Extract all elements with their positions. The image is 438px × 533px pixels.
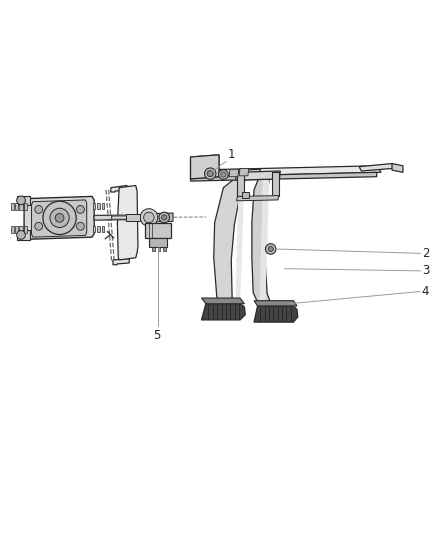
Polygon shape [191, 155, 219, 179]
Polygon shape [155, 213, 173, 222]
Circle shape [205, 168, 216, 179]
Circle shape [162, 215, 167, 220]
Polygon shape [214, 179, 245, 310]
Polygon shape [235, 180, 244, 308]
Circle shape [140, 209, 158, 226]
Polygon shape [201, 304, 245, 320]
Circle shape [17, 196, 25, 205]
Polygon shape [19, 226, 23, 233]
Polygon shape [97, 203, 100, 209]
Polygon shape [259, 180, 269, 312]
Polygon shape [102, 203, 104, 209]
Polygon shape [126, 214, 140, 221]
Polygon shape [24, 203, 27, 209]
Polygon shape [237, 169, 261, 177]
Polygon shape [94, 215, 112, 220]
Polygon shape [254, 301, 297, 306]
Polygon shape [93, 203, 95, 209]
Circle shape [43, 201, 76, 235]
Polygon shape [242, 192, 249, 198]
Polygon shape [149, 238, 167, 247]
Polygon shape [191, 166, 381, 177]
Polygon shape [24, 226, 27, 233]
Polygon shape [237, 196, 279, 201]
Polygon shape [97, 226, 100, 232]
Polygon shape [11, 203, 14, 209]
Polygon shape [93, 226, 95, 232]
Text: 5: 5 [153, 329, 160, 342]
Polygon shape [239, 168, 249, 176]
Circle shape [77, 222, 85, 230]
Polygon shape [94, 215, 160, 220]
Text: 2: 2 [422, 247, 429, 260]
Polygon shape [117, 185, 138, 260]
Polygon shape [17, 230, 30, 240]
Polygon shape [229, 169, 239, 177]
Polygon shape [392, 164, 403, 172]
Polygon shape [24, 197, 94, 239]
Polygon shape [158, 247, 160, 251]
Circle shape [207, 171, 213, 177]
Circle shape [17, 231, 25, 239]
Polygon shape [145, 223, 171, 238]
Polygon shape [11, 226, 14, 233]
Text: 3: 3 [422, 264, 429, 277]
Polygon shape [152, 247, 155, 251]
Polygon shape [237, 172, 244, 197]
Polygon shape [102, 226, 104, 232]
Circle shape [219, 169, 228, 179]
Polygon shape [163, 247, 166, 251]
Polygon shape [15, 226, 18, 233]
Circle shape [144, 212, 154, 223]
Polygon shape [15, 203, 18, 209]
Polygon shape [191, 155, 219, 179]
Polygon shape [254, 306, 298, 322]
Polygon shape [252, 179, 285, 313]
Polygon shape [19, 203, 23, 209]
Circle shape [35, 206, 42, 213]
Polygon shape [112, 216, 158, 219]
Circle shape [77, 206, 85, 213]
Circle shape [268, 246, 273, 252]
Text: 4: 4 [422, 285, 429, 298]
Polygon shape [272, 172, 279, 197]
Polygon shape [17, 196, 30, 205]
Circle shape [221, 172, 226, 177]
Polygon shape [236, 171, 280, 180]
Circle shape [265, 244, 276, 254]
Polygon shape [32, 200, 87, 237]
Circle shape [159, 212, 170, 223]
Polygon shape [201, 298, 244, 304]
Polygon shape [111, 185, 127, 192]
Text: 1: 1 [228, 148, 235, 160]
Polygon shape [191, 172, 377, 181]
Circle shape [50, 208, 69, 228]
Polygon shape [113, 259, 129, 265]
Circle shape [55, 214, 64, 222]
Polygon shape [359, 164, 399, 171]
Circle shape [35, 222, 42, 230]
